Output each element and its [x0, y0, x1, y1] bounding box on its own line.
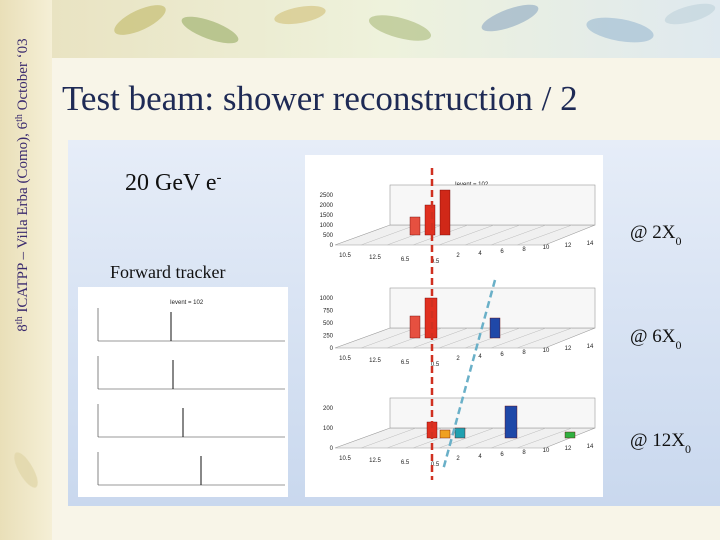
leaf-decoration — [14, 3, 716, 488]
depth-label: @ 2X0 — [630, 222, 681, 248]
x-tick-label: 10.5 — [339, 456, 351, 462]
histogram-bar — [409, 216, 421, 236]
x-tick-label: 10 — [543, 245, 550, 251]
histogram-bar — [409, 315, 421, 339]
grid-line — [438, 327, 495, 349]
y-tick-label: 500 — [323, 233, 334, 239]
y-tick-label: 1000 — [320, 223, 334, 229]
x-tick-label: 2 — [456, 356, 460, 362]
x-tick-label: 4 — [478, 251, 482, 257]
grid-line — [360, 224, 417, 246]
tracker-label: Forward tracker — [110, 262, 225, 282]
x-tick-label: 12 — [565, 346, 572, 352]
x-tick-label: 12.5 — [369, 358, 381, 364]
text-part: ICATPP – Villa Erba (Como), 6 — [15, 121, 31, 316]
y-tick-label: 2500 — [320, 193, 334, 199]
grid-line — [490, 224, 547, 246]
x-tick-label: 10.5 — [339, 253, 351, 259]
x-tick-label: 14 — [587, 344, 594, 350]
subscript: 0 — [675, 234, 681, 248]
text-part: @ 6X — [630, 326, 676, 347]
y-tick-label: 1500 — [320, 213, 334, 219]
y-tick-label: 750 — [323, 309, 334, 315]
x-tick-label: 2 — [456, 253, 460, 259]
sidebar-text: 8th ICATPP – Villa Erba (Como), 6th Octo… — [14, 38, 32, 331]
x-tick-label: 0.5 — [431, 259, 440, 265]
grid-line — [360, 327, 417, 349]
y-tick-label: 100 — [323, 426, 334, 432]
x-tick-label: 6.5 — [401, 257, 410, 263]
superscript: th — [14, 316, 25, 324]
grid-line — [360, 427, 417, 449]
x-tick-label: 10 — [543, 348, 550, 354]
grid-line — [516, 224, 573, 246]
x-tick-label: 6 — [500, 249, 504, 255]
y-tick-label: 1000 — [320, 296, 334, 302]
x-tick-label: 6.5 — [401, 360, 410, 366]
x-tick-label: 10.5 — [339, 356, 351, 362]
histogram-bar — [439, 429, 451, 439]
grid-line — [464, 224, 521, 246]
x-tick-label: 14 — [587, 241, 594, 247]
x-tick-label: 6 — [500, 352, 504, 358]
histogram-bar — [439, 189, 451, 236]
text-part: October ‘03 — [15, 38, 31, 114]
slide-title: Test beam: shower reconstruction / 2 — [62, 79, 578, 118]
histogram-bar — [489, 317, 501, 339]
x-tick-label: 12 — [565, 243, 572, 249]
histogram-bar — [564, 431, 576, 439]
grid-line — [516, 327, 573, 349]
text-part: 8 — [15, 324, 31, 332]
histogram-bar — [454, 427, 466, 439]
x-tick-label: 12.5 — [369, 458, 381, 464]
grid-line — [490, 427, 547, 449]
subscript: 0 — [685, 442, 691, 456]
x-tick-label: 14 — [587, 444, 594, 450]
histogram-bar — [504, 405, 518, 439]
grid-line — [412, 327, 469, 349]
grid-line — [438, 427, 495, 449]
x-tick-label: 0.5 — [431, 462, 440, 468]
depth-label: @ 12X0 — [630, 430, 691, 456]
subscript: 0 — [675, 338, 681, 352]
y-tick-label: 0 — [330, 446, 334, 452]
y-tick-label: 0 — [330, 346, 334, 352]
superscript: - — [217, 170, 222, 186]
beam-label: 20 GeV e- — [125, 170, 222, 196]
x-tick-label: 8 — [522, 450, 526, 456]
y-tick-label: 200 — [323, 406, 334, 412]
x-tick-label: 4 — [478, 454, 482, 460]
x-tick-label: 12 — [565, 446, 572, 452]
y-tick-label: 250 — [323, 334, 334, 340]
depth-label: @ 6X0 — [630, 326, 681, 352]
x-tick-label: 6 — [500, 452, 504, 458]
side-strip — [0, 0, 52, 540]
tracker-image — [78, 287, 288, 497]
y-tick-label: 0 — [330, 243, 334, 249]
event-label: Ievent = 102 — [170, 300, 204, 306]
grid-line — [490, 327, 547, 349]
grid-line — [438, 224, 495, 246]
plot-wall — [389, 397, 596, 429]
x-tick-label: 8 — [522, 247, 526, 253]
x-tick-label: 6.5 — [401, 460, 410, 466]
text-part: 20 GeV e — [125, 170, 217, 196]
x-tick-label: 12.5 — [369, 255, 381, 261]
plot-wall — [389, 184, 596, 226]
grid-line — [516, 427, 573, 449]
x-tick-label: 4 — [478, 354, 482, 360]
y-tick-label: 2000 — [320, 203, 334, 209]
y-tick-label: 500 — [323, 321, 334, 327]
x-tick-label: 2 — [456, 456, 460, 462]
superscript: th — [14, 114, 25, 122]
text-part: @ 12X — [630, 430, 685, 451]
x-tick-label: 8 — [522, 350, 526, 356]
plots: Ievent = 1022500200015001000500010.512.5… — [97, 168, 596, 486]
histogram-bar — [424, 204, 436, 236]
text-part: @ 2X — [630, 222, 676, 243]
x-tick-label: 10 — [543, 448, 550, 454]
x-tick-label: 0.5 — [431, 362, 440, 368]
